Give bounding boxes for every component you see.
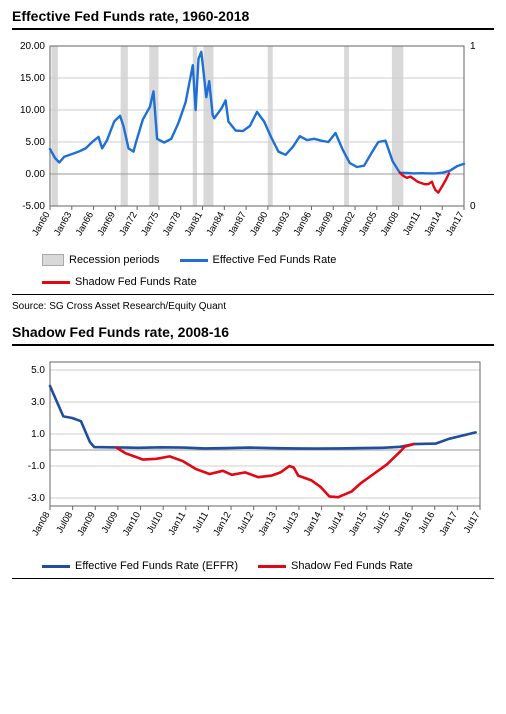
svg-text:Jan96: Jan96 (292, 210, 314, 238)
legend-item: Effective Fed Funds Rate (EFFR) (42, 560, 238, 572)
svg-text:Jan10: Jan10 (121, 510, 143, 538)
svg-text:Jul13: Jul13 (281, 510, 302, 535)
chart1-svg: -5.000.005.0010.0015.0020.0001Jan60Jan63… (12, 38, 492, 248)
legend-label: Shadow Fed Funds Rate (75, 276, 197, 288)
svg-text:Jul12: Jul12 (235, 510, 256, 535)
svg-text:Jan02: Jan02 (335, 210, 357, 238)
svg-text:Jan99: Jan99 (313, 210, 335, 238)
svg-text:Jul16: Jul16 (416, 510, 437, 535)
svg-text:Jan11: Jan11 (166, 510, 188, 537)
legend-item: Shadow Fed Funds Rate (258, 560, 413, 572)
svg-text:Jan84: Jan84 (204, 210, 226, 238)
recession-band (203, 46, 213, 206)
svg-text:20.00: 20.00 (20, 41, 45, 52)
legend-label: Effective Fed Funds Rate (EFFR) (75, 560, 238, 572)
svg-text:Jan60: Jan60 (30, 210, 52, 238)
svg-text:Jan14: Jan14 (302, 510, 324, 538)
series-shadow (117, 444, 414, 497)
svg-text:Jan08: Jan08 (30, 510, 52, 538)
chart2-svg: -3.0-1.01.03.05.0Jan08Jul08Jan09Jul09Jan… (12, 354, 492, 554)
svg-text:Jan66: Jan66 (74, 210, 96, 238)
chart2-title: Shadow Fed Funds rate, 2008-16 (12, 324, 494, 340)
legend-swatch (42, 281, 70, 284)
chart2-legend: Effective Fed Funds Rate (EFFR) Shadow Fe… (12, 560, 494, 572)
svg-text:Jan11: Jan11 (401, 210, 423, 237)
svg-text:Jul17: Jul17 (462, 510, 483, 535)
chart2-rule-bottom (12, 578, 494, 579)
svg-text:Jul11: Jul11 (190, 510, 211, 535)
svg-text:-1.0: -1.0 (28, 461, 46, 472)
svg-text:3.0: 3.0 (31, 397, 45, 408)
svg-text:Jan72: Jan72 (117, 210, 139, 238)
legend-label: Shadow Fed Funds Rate (291, 560, 413, 572)
svg-text:Jan15: Jan15 (347, 510, 369, 538)
chart1-legend: Recession periods Effective Fed Funds Rat… (12, 254, 494, 288)
chart1-rule (12, 28, 494, 30)
svg-text:Jan63: Jan63 (52, 210, 74, 238)
svg-text:Jan87: Jan87 (226, 210, 248, 238)
svg-text:Jan14: Jan14 (422, 210, 444, 238)
recession-band (392, 46, 403, 206)
svg-text:1: 1 (470, 41, 476, 52)
svg-text:Jan93: Jan93 (270, 210, 292, 238)
legend-item: Recession periods (42, 254, 160, 266)
chart1-rule-bottom (12, 294, 494, 295)
svg-text:Jan08: Jan08 (379, 210, 401, 238)
svg-text:10.00: 10.00 (20, 105, 45, 116)
svg-text:5.0: 5.0 (31, 365, 45, 376)
svg-text:Jan13: Jan13 (256, 510, 278, 538)
source-text: Source: SG Cross Asset Research/Equity Q… (12, 301, 494, 312)
svg-text:5.00: 5.00 (26, 137, 46, 148)
legend-swatch (42, 254, 64, 266)
svg-text:Jan17: Jan17 (437, 510, 459, 538)
chart2-rule (12, 344, 494, 346)
svg-text:15.00: 15.00 (20, 73, 45, 84)
recession-band (268, 46, 273, 206)
svg-text:Jul08: Jul08 (54, 510, 75, 535)
svg-text:0.00: 0.00 (26, 169, 46, 180)
svg-text:Jul10: Jul10 (145, 510, 166, 535)
chart1-title: Effective Fed Funds rate, 1960-2018 (12, 8, 494, 24)
legend-swatch (42, 565, 70, 568)
svg-text:Jan16: Jan16 (392, 510, 414, 538)
svg-text:Jan05: Jan05 (357, 210, 379, 238)
svg-text:Jan75: Jan75 (139, 210, 161, 238)
svg-text:Jul09: Jul09 (100, 510, 121, 535)
svg-text:Jan09: Jan09 (75, 510, 97, 538)
legend-item: Shadow Fed Funds Rate (42, 276, 197, 288)
svg-text:1.0: 1.0 (31, 429, 45, 440)
svg-text:Jul15: Jul15 (371, 510, 392, 535)
svg-text:Jan12: Jan12 (211, 510, 233, 538)
series-effr (50, 386, 476, 449)
svg-text:Jan78: Jan78 (161, 210, 183, 238)
legend-label: Recession periods (69, 254, 160, 266)
legend-item: Effective Fed Funds Rate (180, 254, 337, 266)
svg-text:Jan81: Jan81 (183, 210, 205, 238)
recession-band (344, 46, 349, 206)
svg-text:0: 0 (470, 201, 476, 212)
legend-label: Effective Fed Funds Rate (213, 254, 337, 266)
recession-band (51, 46, 57, 206)
legend-swatch (180, 259, 208, 262)
svg-text:Jul14: Jul14 (326, 510, 347, 535)
svg-text:Jan69: Jan69 (95, 210, 117, 238)
svg-text:Jan90: Jan90 (248, 210, 270, 238)
svg-text:Jan17: Jan17 (444, 210, 466, 238)
legend-swatch (258, 565, 286, 568)
series-shadow (400, 173, 449, 193)
svg-text:-3.0: -3.0 (28, 493, 46, 504)
